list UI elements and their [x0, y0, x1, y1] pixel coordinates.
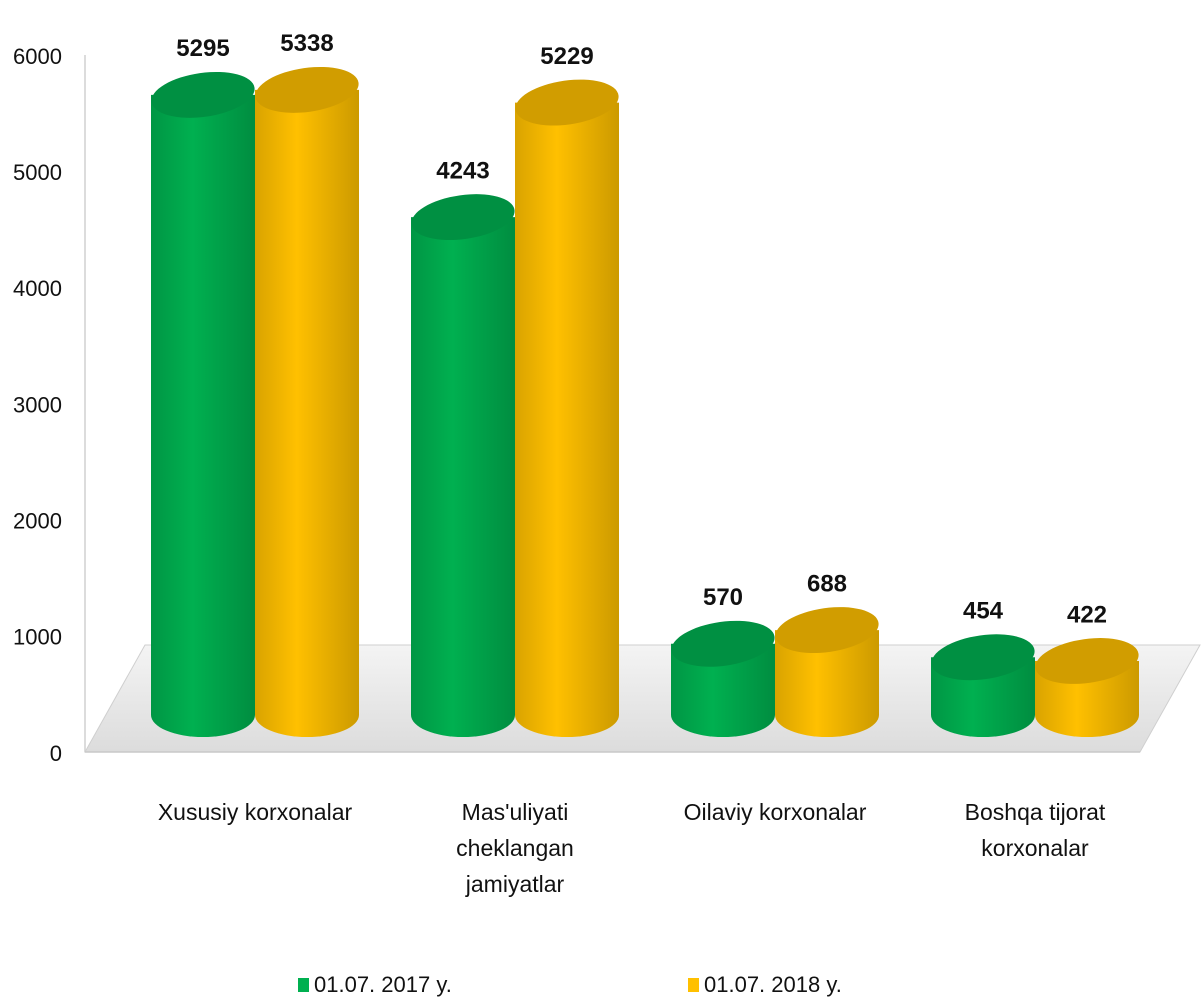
bar	[931, 634, 1035, 737]
y-tick-label: 5000	[13, 160, 62, 185]
bar-top	[151, 71, 255, 118]
legend-label: 01.07. 2017 y.	[314, 972, 452, 997]
x-tick-label: Oilaviy korxonalar	[684, 799, 867, 825]
bar-top	[931, 634, 1035, 681]
value-label: 5338	[280, 30, 333, 57]
x-tick-label-line: jamiyatlar	[465, 871, 565, 897]
x-tick-label-line: Mas'uliyati	[462, 799, 569, 825]
bar-body	[151, 94, 255, 737]
bar-body	[411, 217, 515, 737]
bar-top	[775, 607, 879, 654]
y-tick-label: 3000	[13, 392, 62, 417]
value-label: 688	[807, 570, 847, 597]
bar-top	[255, 66, 359, 113]
bar-body	[255, 89, 359, 737]
x-tick-label: Xususiy korxonalar	[158, 799, 353, 825]
value-label: 422	[1067, 601, 1107, 628]
x-tick-label: Mas'uliyati cheklangan jamiyatlar	[456, 799, 574, 897]
y-tick-label: 6000	[13, 44, 62, 69]
bar-top	[1035, 638, 1139, 684]
value-label: 454	[963, 598, 1004, 625]
bar-top	[411, 194, 515, 241]
legend-swatch	[298, 978, 309, 992]
x-tick-label-line: korxonalar	[981, 835, 1089, 861]
x-tick-label: Boshqa tijorat korxonalar	[965, 799, 1106, 861]
value-label: 4243	[436, 157, 489, 184]
bar-top	[515, 79, 619, 126]
x-tick-label-line: Xususiy korxonalar	[158, 799, 353, 825]
bar	[151, 71, 255, 737]
legend-swatch	[688, 978, 699, 992]
bar	[515, 79, 619, 737]
bar	[775, 607, 879, 737]
y-tick-label: 1000	[13, 625, 62, 650]
bar	[411, 194, 515, 737]
bar	[1035, 638, 1139, 737]
bar	[255, 66, 359, 737]
y-tick-label: 0	[50, 741, 62, 766]
value-label: 5229	[540, 43, 593, 70]
value-label: 5295	[176, 35, 229, 62]
bar-body	[671, 643, 775, 737]
bar	[671, 620, 775, 737]
value-label: 570	[703, 584, 743, 611]
bar-top	[671, 620, 775, 667]
y-tick-label: 4000	[13, 276, 62, 301]
bar-body	[515, 102, 619, 737]
x-tick-label-line: Oilaviy korxonalar	[684, 799, 867, 825]
y-tick-label: 2000	[13, 508, 62, 533]
bar-body	[775, 630, 879, 737]
x-tick-label-line: Boshqa tijorat	[965, 799, 1106, 825]
legend-label: 01.07. 2018 y.	[704, 972, 842, 997]
x-tick-label-line: cheklangan	[456, 835, 574, 861]
